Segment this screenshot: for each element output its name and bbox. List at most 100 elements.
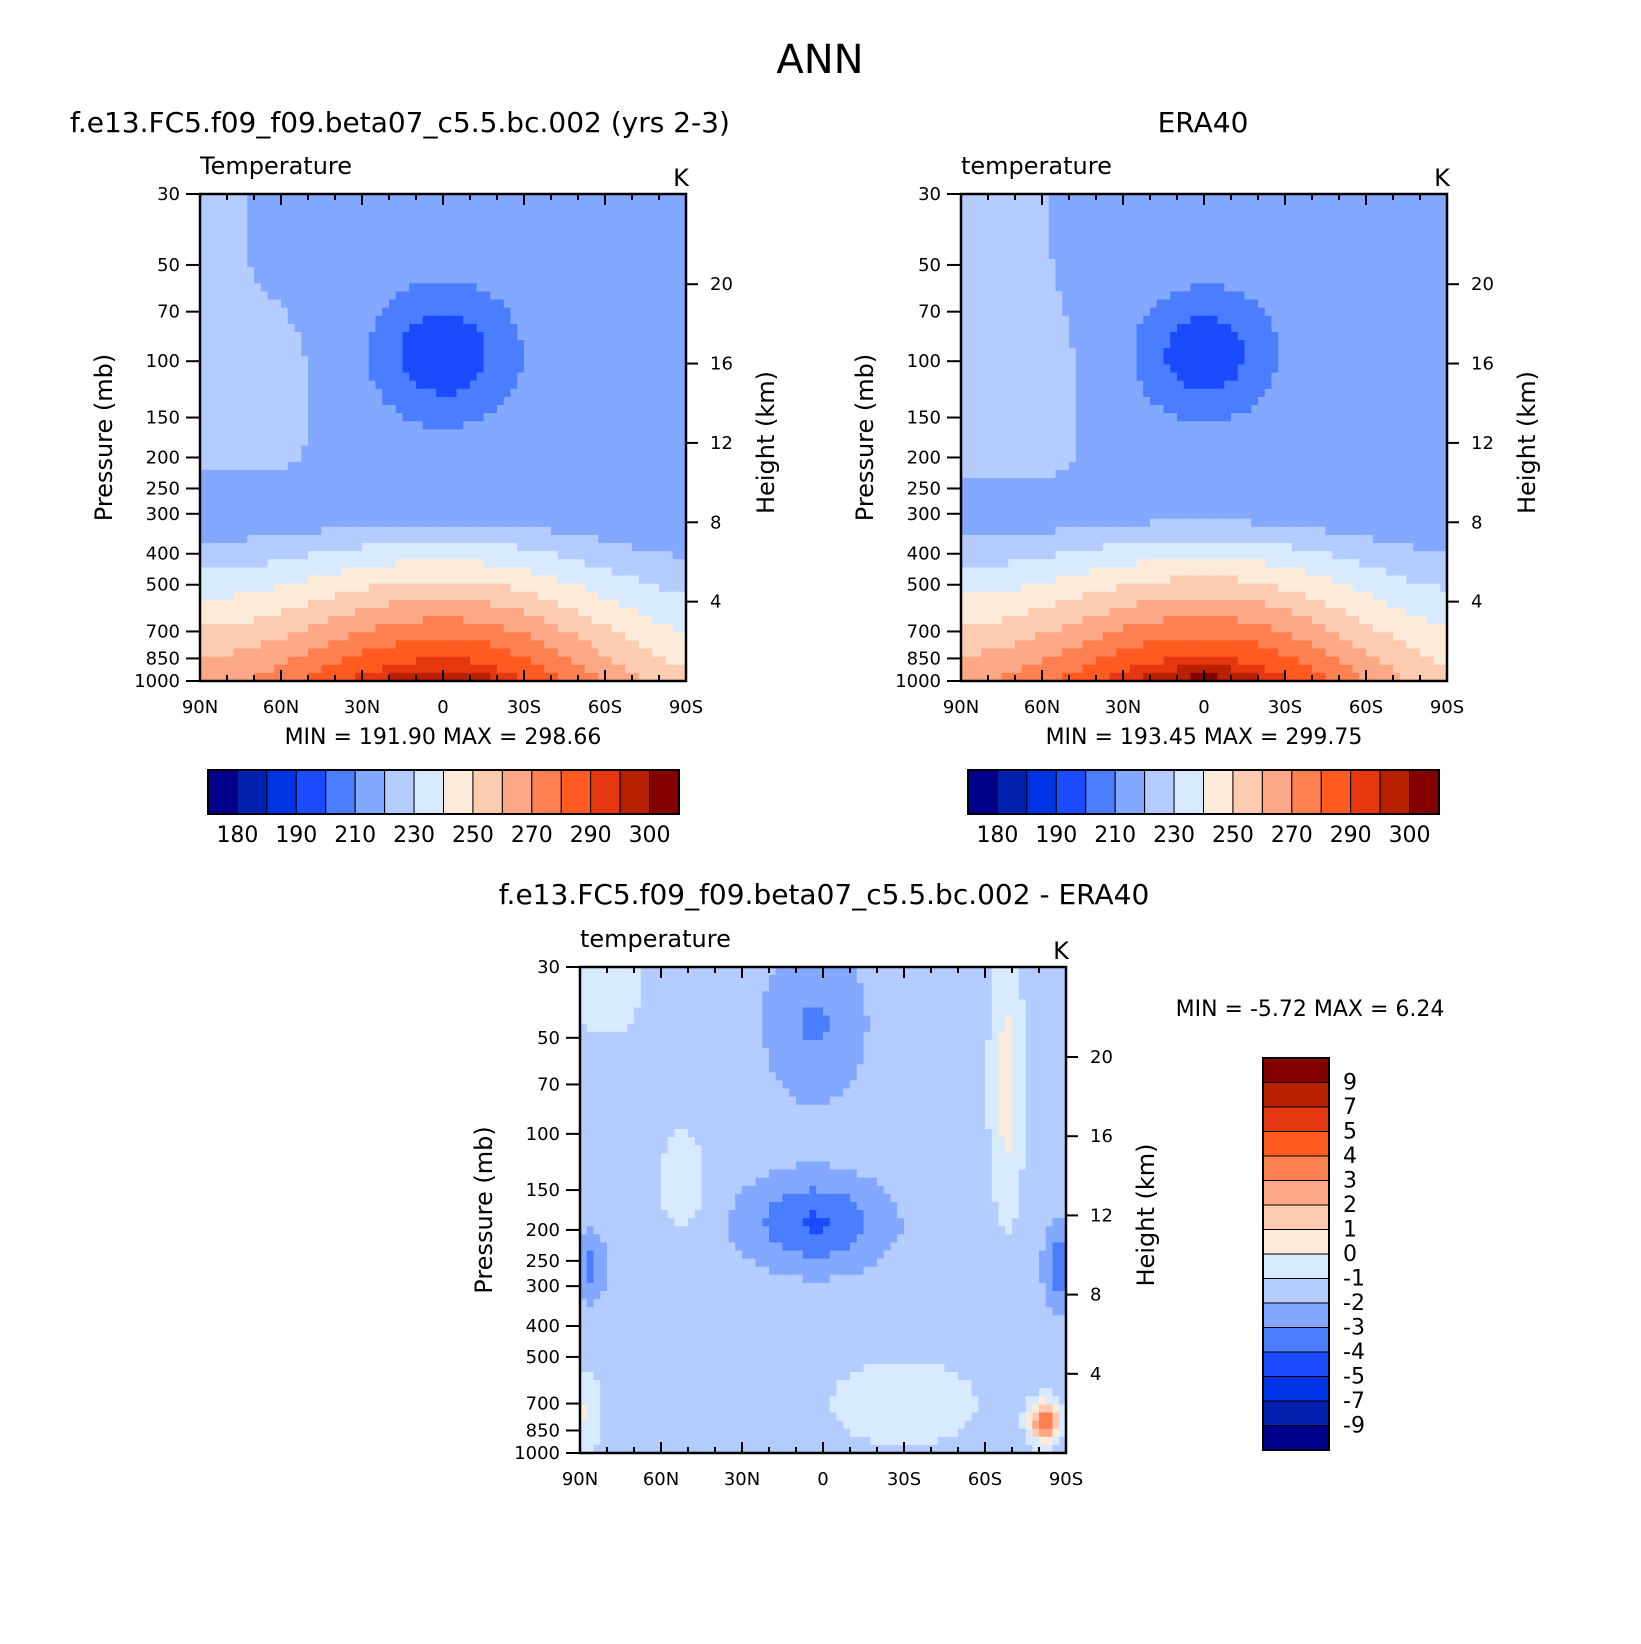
contour-cell <box>503 429 512 439</box>
contour-cell <box>436 340 444 349</box>
contour-cell <box>375 396 383 406</box>
contour-cell <box>389 583 397 593</box>
contour-cell <box>625 340 633 349</box>
contour-cell <box>227 616 235 625</box>
contour-cell <box>200 340 208 349</box>
contour-cell <box>665 469 674 479</box>
contour-cell <box>618 396 626 406</box>
colorbar-swatch <box>236 769 268 815</box>
contour-cell <box>301 202 309 211</box>
contour-cell <box>443 607 451 617</box>
contour-cell <box>341 583 350 593</box>
contour-cell <box>551 461 559 471</box>
contour-cell <box>314 494 323 504</box>
contour-cell <box>470 567 478 577</box>
contour-cell <box>281 210 289 219</box>
contour-cell <box>267 575 275 585</box>
contour-cell <box>294 478 302 487</box>
contour-cell <box>294 583 302 593</box>
contour-cell <box>348 461 356 471</box>
contour-cell <box>200 591 208 601</box>
contour-cell <box>679 599 687 609</box>
contour-cell <box>321 526 329 536</box>
contour-cell <box>598 210 606 219</box>
contour-cell <box>422 299 431 309</box>
contour-cell <box>974 599 982 609</box>
contour-cell <box>679 591 687 601</box>
contour-cell <box>584 210 593 219</box>
contour-cell <box>497 283 505 292</box>
contour-cell <box>335 242 343 252</box>
contour-cell <box>429 445 437 455</box>
contour-cell <box>294 461 302 471</box>
contour-cell <box>524 267 532 276</box>
contour-cell <box>1001 502 1009 512</box>
contour-cell <box>233 250 242 260</box>
contour-cell <box>537 307 545 317</box>
contour-cell <box>375 372 383 382</box>
contour-cell <box>254 364 262 374</box>
contour-cell <box>510 380 518 390</box>
contour-cell <box>220 275 228 284</box>
contour-cell <box>274 469 282 479</box>
contour-cell <box>247 461 255 471</box>
contour-cell <box>981 551 989 560</box>
contour-cell <box>362 599 370 609</box>
contour-cell <box>584 494 593 504</box>
contour-cell <box>247 267 255 276</box>
contour-cell <box>395 299 404 309</box>
contour-cell <box>200 437 208 447</box>
contour-cell <box>382 656 390 666</box>
contour-cell <box>618 518 626 528</box>
contour-cell <box>409 543 417 552</box>
contour-cell <box>659 518 667 528</box>
contour-cell <box>227 453 235 463</box>
contour-cell <box>436 583 444 593</box>
contour-cell <box>679 226 687 236</box>
contour-cell <box>294 486 302 495</box>
contour-cell <box>645 405 653 414</box>
contour-cell <box>974 275 982 284</box>
contour-cell <box>301 567 309 577</box>
contour-cell <box>605 283 613 292</box>
contour-cell <box>422 242 431 252</box>
contour-cell <box>308 194 316 203</box>
contour-cell <box>362 291 370 301</box>
contour-cell <box>227 656 235 666</box>
contour-cell <box>402 307 410 317</box>
contour-cell <box>260 656 269 666</box>
contour-cell <box>497 429 505 439</box>
contour-cell <box>994 258 1003 268</box>
contour-cell <box>967 559 976 568</box>
contour-cell <box>1008 194 1016 203</box>
contour-cell <box>618 299 626 309</box>
contour-cell <box>267 267 275 276</box>
contour-cell <box>247 640 255 650</box>
contour-cell <box>422 656 431 666</box>
contour-cell <box>517 583 525 593</box>
contour-cell <box>362 526 370 536</box>
contour-cell <box>395 380 404 390</box>
contour-cell <box>281 372 289 382</box>
contour-cell <box>463 494 471 504</box>
contour-cell <box>260 534 269 544</box>
contour-cell <box>227 340 235 349</box>
contour-cell <box>510 518 518 528</box>
contour-cell <box>994 372 1003 382</box>
contour-cell <box>402 421 410 430</box>
contour-cell <box>591 323 599 333</box>
contour-cell <box>659 315 667 325</box>
colorbar-swatch <box>295 769 327 815</box>
contour-cell <box>287 494 296 504</box>
contour-cell <box>449 388 458 398</box>
contour-cell <box>274 518 282 528</box>
contour-cell <box>988 405 996 414</box>
contour-cell <box>247 575 255 585</box>
contour-cell <box>961 591 969 601</box>
contour-cell <box>328 234 336 244</box>
contour-cell <box>368 664 377 674</box>
contour-cell <box>632 267 640 276</box>
colorbar-swatch <box>266 769 297 815</box>
contour-cell <box>308 469 316 479</box>
contour-cell <box>578 218 586 228</box>
